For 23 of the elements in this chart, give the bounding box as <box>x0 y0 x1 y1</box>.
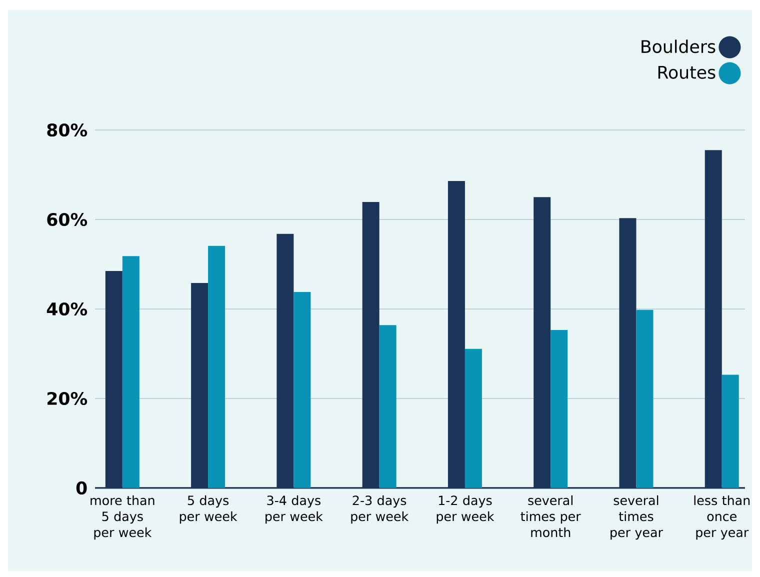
x-tick-label: several times per month <box>520 495 581 538</box>
bar <box>550 330 568 488</box>
x-tick-label: 2-3 days per week <box>351 495 409 524</box>
bar <box>379 325 396 488</box>
y-tick-label: 60% <box>47 212 88 226</box>
bar <box>208 246 226 488</box>
x-tick-label: several times per year <box>610 495 663 540</box>
x-tick-label: 3-4 days per week <box>266 495 323 524</box>
legend-label: Boulders <box>642 40 716 54</box>
bar <box>122 256 140 488</box>
y-tick-label: 0 <box>76 481 87 495</box>
x-tick-label: 5 days per week <box>180 495 238 524</box>
x-tick-label: more than 5 days per week <box>90 495 154 540</box>
bar <box>464 348 482 488</box>
x-tick-label: less than once per year <box>694 495 750 540</box>
bar <box>636 310 654 488</box>
y-tick-label: 20% <box>48 392 88 406</box>
bar <box>722 374 739 488</box>
x-tick-label: 1-2 days per week <box>436 495 494 524</box>
y-tick-label: 80% <box>47 123 88 137</box>
legend-label: Routes <box>658 66 716 79</box>
y-tick-label: 40% <box>46 302 88 316</box>
bar <box>294 292 311 488</box>
